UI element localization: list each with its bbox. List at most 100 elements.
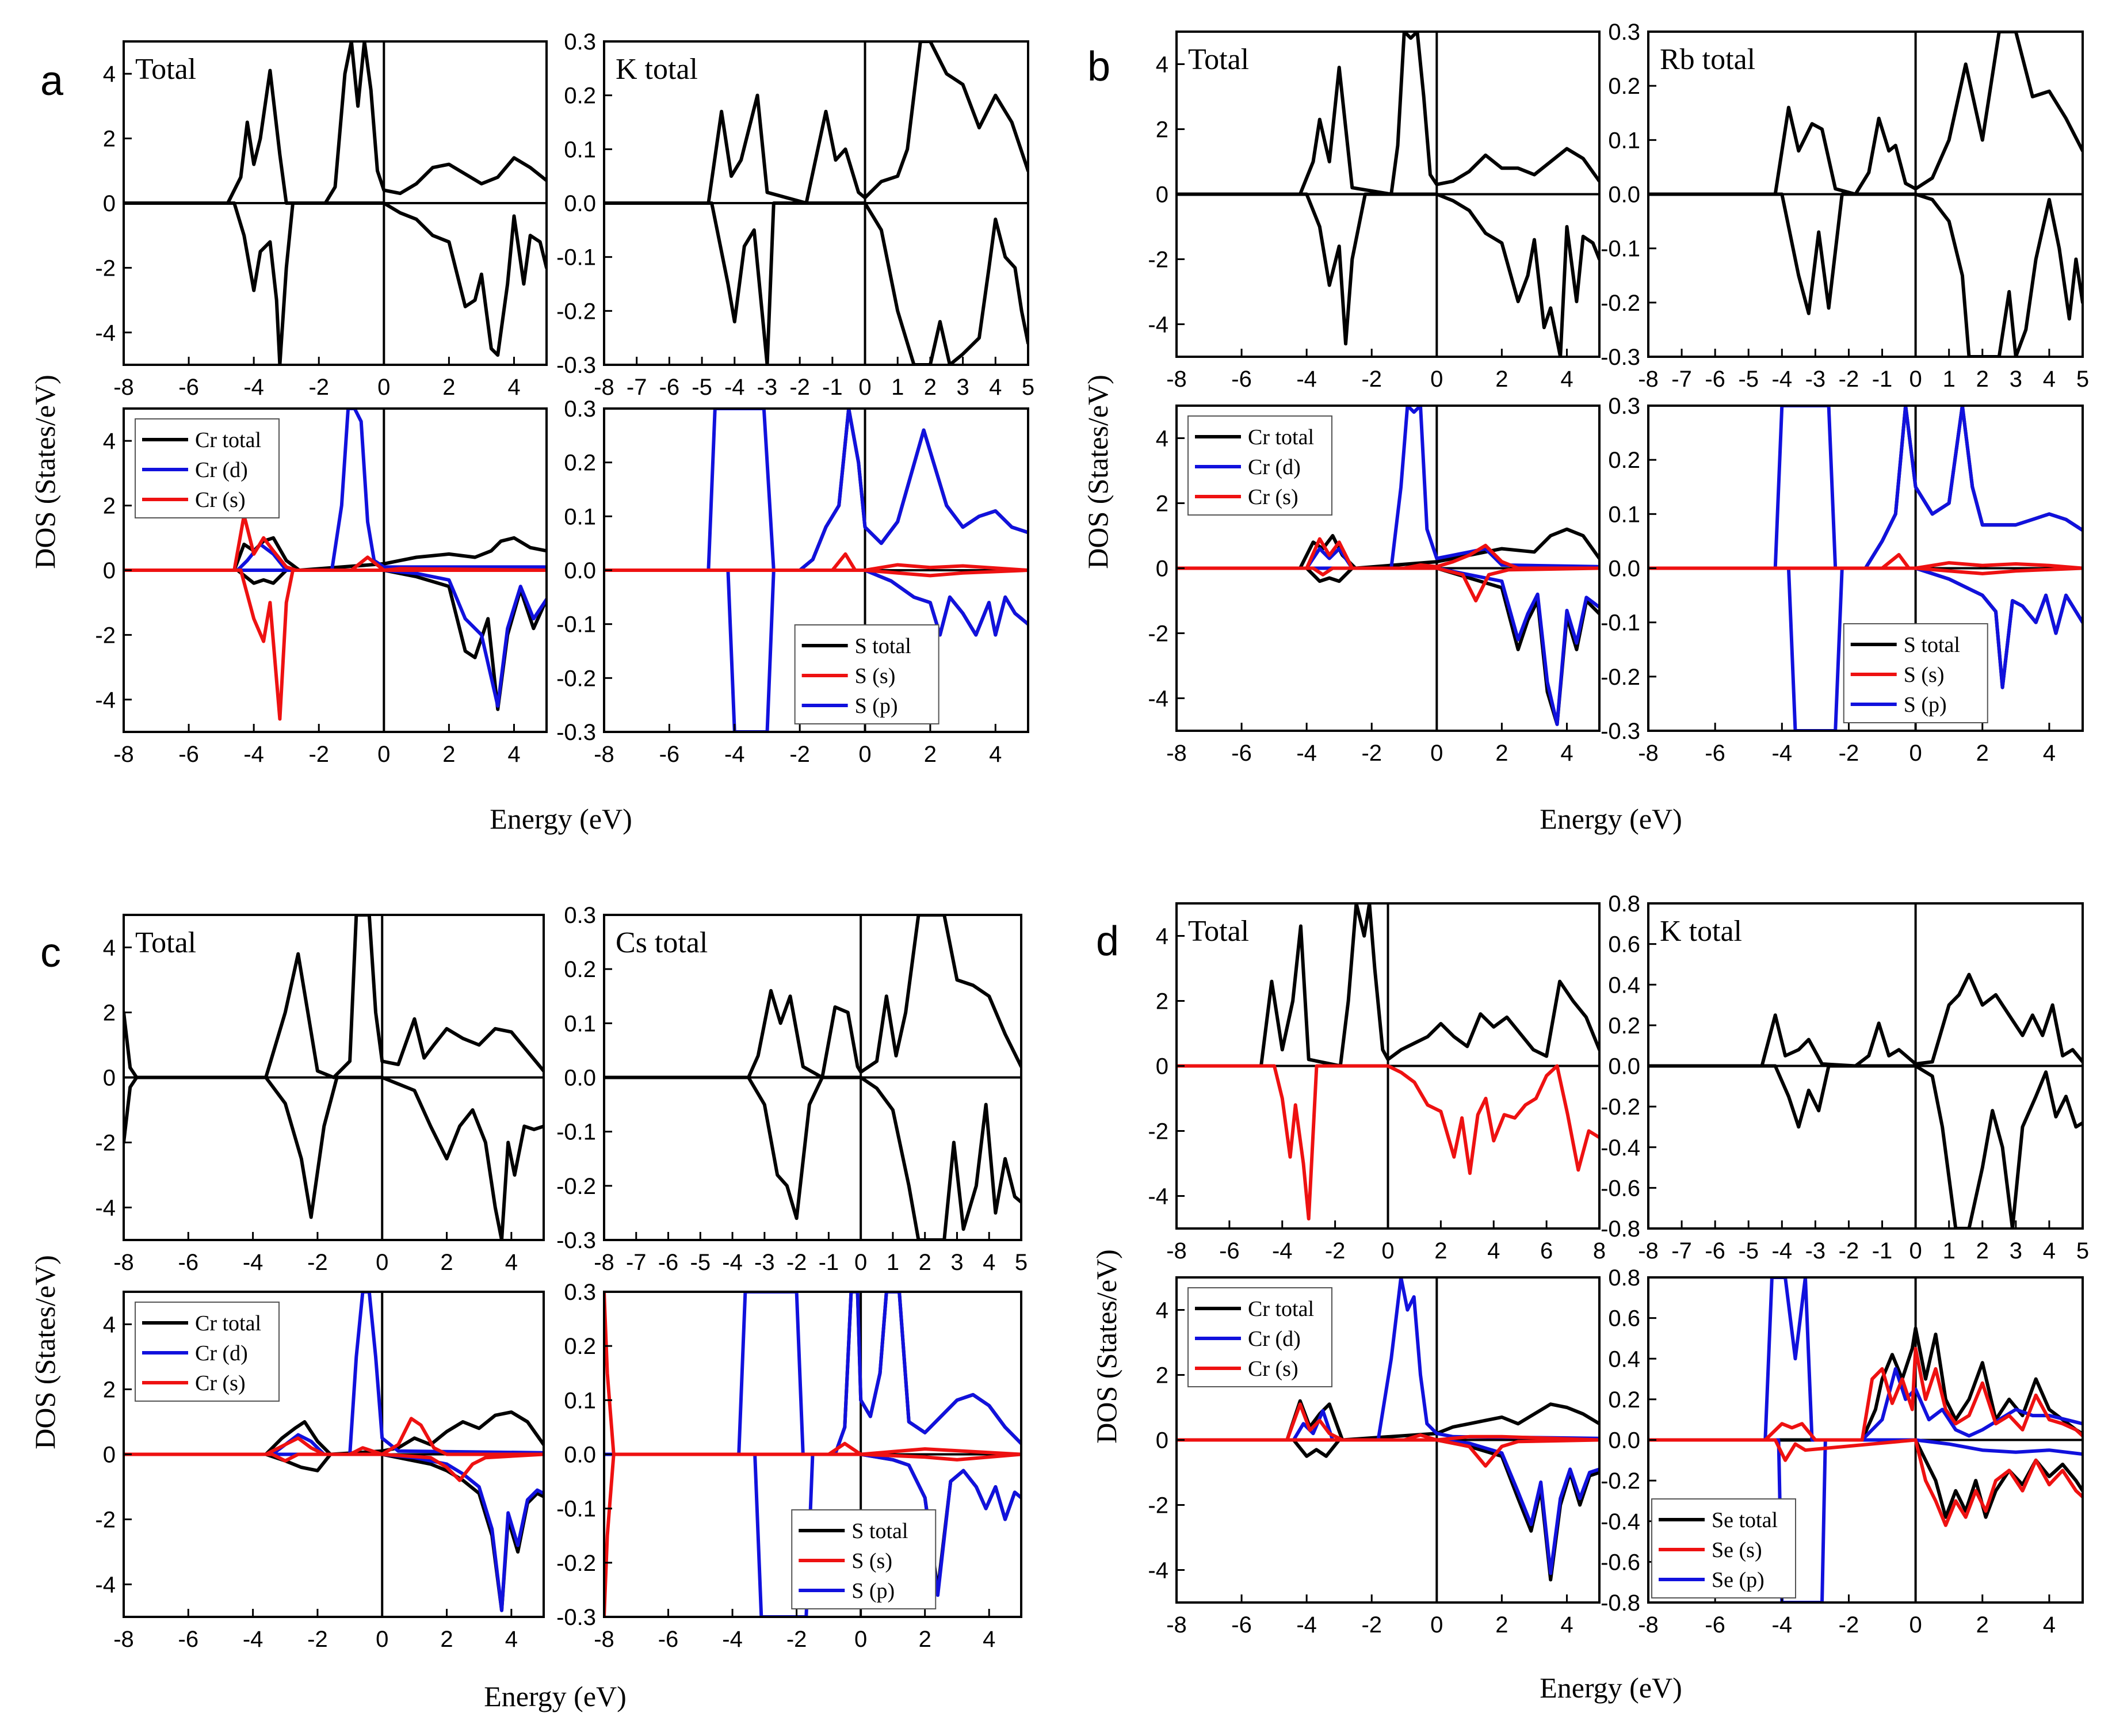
subplot-a-1-xtick-label-2: -4 [243,375,264,400]
subplot-c-2-ytick-label-0: -0.3 [556,1228,596,1253]
subplot-d-4-xtick-label-4: 0 [1909,1612,1922,1638]
subplot-d-4-ytick-label-5: 0.2 [1608,1387,1640,1413]
subplot-b-3-series-line-1 [1177,566,1599,726]
subplot-c-3-xtick-label-5: 2 [440,1627,453,1652]
subplot-d-1-ytick-label-3: 2 [1156,989,1168,1014]
subplot-c-2-xtick-label-9: 1 [887,1250,899,1275]
subplot-d-2-ytick-label-7: 0.6 [1608,932,1640,957]
subplot-c-4-ytick-label-5: 0.2 [564,1334,596,1359]
subplot-a-4-ytick-label-0: -0.3 [556,720,596,745]
subplot-a-3-xtick-label-1: -6 [178,742,199,767]
subplot-c-1-xtick-label-3: -2 [307,1250,328,1275]
subplot-d-3-xtick-label-2: -4 [1296,1612,1317,1638]
subplot-b-2-xtick-label-8: 0 [1909,367,1922,392]
subplot-a-4-legend-label-2: S (p) [855,694,898,718]
subplot-a-4-series [604,409,1028,732]
subplot-d-1-xtick-label-8: 8 [1593,1238,1606,1264]
subplot-d-4-ytick-label-3: -0.2 [1601,1468,1640,1494]
subplot-a-4-series-line-5 [604,569,1028,578]
subplot-d-4-xtick-label-0: -8 [1638,1612,1659,1638]
subplot-a-2-xtick-label-13: 5 [1022,375,1034,400]
subplot-a-4-ytick-label-2: -0.1 [556,612,596,638]
subplot-a-2-series-line-0 [604,41,1028,205]
subplot-c-3-xtick-label-3: -2 [307,1627,328,1652]
subplot-c-1-xtick-label-2: -4 [243,1250,263,1275]
subplot-b-4-ytick-label-4: 0.1 [1608,502,1640,527]
panel-label-a: a [40,58,64,104]
subplot-b-2-xtick-label-9: 1 [1943,367,1956,392]
subplot-b-4-xtick-label-5: 2 [1976,741,1989,766]
subplot-b-4-ytick-label-1: -0.2 [1601,665,1640,690]
subplot-d-3-xtick-label-5: 2 [1495,1612,1508,1638]
subplot-d-3-ytick-label-2: 0 [1156,1428,1168,1453]
subplot-b-2-series-line-1 [1648,192,2083,357]
subplot-b-2-series-line-0 [1648,32,2083,196]
subplot-b-1: -8 -6 -4 -2 0 2 4 -4 -2 0 2 4 Total [1148,30,1601,392]
subplot-b-3-xtick-label-5: 2 [1495,741,1508,766]
subplot-b-4-xtick-label-0: -8 [1638,741,1659,766]
subplot-a-2-xtick-label-10: 2 [924,375,937,400]
xlabel-a: Energy (eV) [490,803,632,835]
subplot-c-2: -8 -7 -6 -5 -4 -3 -2 -1 0 1 2 3 4 5 -0.3 -0.2 -0.1 0.0 0.1… [556,903,1028,1275]
subplot-b-1-series-line-1 [1177,192,1599,357]
subplot-b-2-ytick-label-3: 0.0 [1608,182,1640,208]
subplot-a-4: -8 -6 -4 -2 0 2 4 -0.3 -0.2 -0.1 0.0 0.1 0.2 0.3 S tot… [556,396,1029,767]
subplot-d-4-ytick-label-8: 0.8 [1608,1265,1640,1291]
subplot-c-2-ytick-label-3: 0.0 [564,1066,596,1091]
subplot-d-2-ytick-label-2: -0.4 [1601,1135,1640,1161]
subplot-a-2-ytick-label-2: -0.1 [556,245,596,270]
subplot-d-2-xtick-label-8: 0 [1909,1238,1922,1264]
subplot-a-2: -8 -7 -6 -5 -4 -3 -2 -1 0 1 2 3 4 5 -0.3 -0.2 -0.1 0.0 0.1… [556,29,1034,400]
subplot-c-3-xtick-label-0: -8 [113,1627,134,1652]
subplot-c-3-legend-label-1: Cr (d) [195,1341,248,1365]
subplot-a-3-legend-label-0: Cr total [195,428,261,452]
subplot-d-2-xtick-label-11: 3 [2010,1238,2022,1264]
subplot-group: -8 -6 -4 -2 0 2 4 -4 -2 0 2 4 Total -8 -7 -6 -5 -4 -3 -2 -1 0… [95,20,2089,1652]
subplot-d-3: -8 -6 -4 -2 0 2 4 -4 -2 0 2 4 Cr total Cr (d) Cr (s) [1148,1276,1601,1638]
subplot-b-3-ytick-label-3: 2 [1156,491,1168,517]
subplot-b-2-series [1648,32,2083,357]
subplot-d-4-ytick-label-7: 0.6 [1608,1306,1640,1331]
subplot-c-2-xtick-label-3: -5 [690,1250,711,1275]
panel-label-c: c [40,930,61,976]
subplot-b-4-ytick-label-5: 0.2 [1608,448,1640,473]
subplot-d-4-series-line-4 [1648,1346,2083,1442]
subplot-c-2-xtick-label-4: -4 [722,1250,743,1275]
subplot-d-3-legend-label-1: Cr (d) [1248,1327,1301,1351]
subplot-c-4-legend-label-2: S (p) [851,1579,895,1603]
subplot-a-2-ytick-label-5: 0.2 [564,83,596,109]
subplot-d-1-series-line-0 [1177,903,1599,1068]
subplot-c-1-xtick-label-4: 0 [376,1250,388,1275]
subplot-d-4-series-line-2 [1648,1277,2083,1442]
subplot-b-3-legend-label-1: Cr (d) [1248,455,1301,479]
subplot-c-2-xtick-label-0: -8 [594,1250,614,1275]
subplot-b-4-ytick-label-3: 0.0 [1608,556,1640,582]
subplot-a-1-xtick-label-5: 2 [442,375,455,400]
subplot-a-3-ytick-label-1: -2 [95,623,116,648]
subplot-c-1-ytick-label-2: 0 [103,1066,116,1091]
xlabel-d: Energy (eV) [1540,1672,1682,1704]
subplot-b-4-legend-label-1: S (s) [1904,663,1945,687]
subplot-d-1-xtick-label-0: -8 [1166,1238,1187,1264]
subplot-d-3-xtick-label-6: 4 [1560,1612,1573,1638]
subplot-b-1-xtick-label-1: -6 [1231,367,1252,392]
subplot-a-3-xtick-label-6: 4 [507,742,520,767]
subplot-d-2-ytick-label-6: 0.4 [1608,972,1640,998]
subplot-d-2-series [1648,972,2083,1228]
subplot-b-1-xtick-label-6: 4 [1560,367,1573,392]
subplot-d-2-ytick-label-5: 0.2 [1608,1013,1640,1039]
subplot-c-2-ytick-label-6: 0.3 [564,903,596,928]
subplot-a-2-xtick-label-5: -3 [757,375,778,400]
subplot-c-3-ytick-label-0: -4 [95,1573,116,1598]
subplot-c-3-xtick-label-4: 0 [376,1627,388,1652]
subplot-a-2-xtick-label-12: 4 [989,375,1002,400]
subplot-b-2-ytick-label-1: -0.2 [1601,291,1640,316]
subplot-d-3-ytick-label-0: -4 [1148,1558,1168,1584]
subplot-b-3-series-line-4 [1177,537,1599,570]
subplot-b-4: -8 -6 -4 -2 0 2 4 -0.3 -0.2 -0.1 0.0 0.1 0.2 0.3 S tot… [1601,394,2084,766]
subplot-c-1-title: Total [135,926,196,959]
subplot-c-2-xtick-label-12: 4 [983,1250,995,1275]
subplot-a-4-ytick-label-5: 0.2 [564,451,596,476]
subplot-b-3-xtick-label-1: -6 [1231,741,1252,766]
subplot-d-3-series-line-5 [1177,1438,1599,1468]
